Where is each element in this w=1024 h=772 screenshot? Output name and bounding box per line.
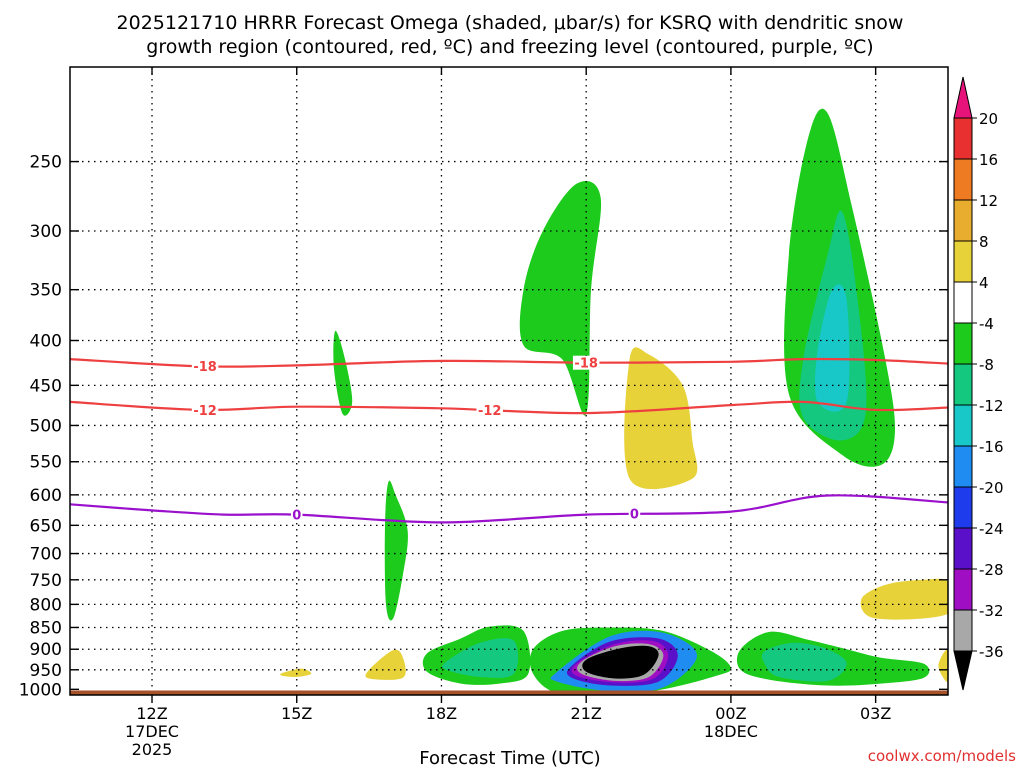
surface-band [70,690,948,695]
colorbar-label: 16 [979,151,998,169]
colorbar-label: -16 [979,438,1004,456]
colorbar-label: 20 [979,110,998,128]
colorbar-label: -24 [979,520,1004,538]
x-tick-label: 2025 [132,740,173,759]
omega-region [860,578,948,620]
x-tick-label: 17DEC [125,722,179,741]
y-tick-label: 750 [30,571,62,591]
colorbar-label: -8 [979,356,994,374]
y-tick-label: 700 [30,545,62,565]
x-tick-label: 00Z [715,704,746,723]
contour-line [70,357,948,368]
omega-region [365,649,406,680]
colorbar-segment [953,240,973,283]
plot-area: -18 -18 -12 -12 0 0 [70,67,948,695]
colorbar-label: 4 [979,274,989,292]
plot-clip-group: -18 -18 -12 -12 0 0 [70,67,948,695]
colorbar-label: -4 [979,315,994,333]
colorbar-label: -28 [979,561,1004,579]
x-tick-label: 21Z [571,704,602,723]
contour-label: -18 [574,357,598,372]
omega-region [582,645,659,679]
y-tick-label: 450 [30,376,62,396]
colorbar-segment [953,404,973,447]
colorbar-label: 12 [979,192,998,210]
contour-label: 0 [630,508,639,523]
y-tick-label: 650 [30,516,62,536]
x-tick-label: 03Z [860,704,891,723]
y-tick-label: 350 [30,281,62,301]
colorbar-segment [953,322,973,365]
contour-label-bg [290,507,303,522]
colorbar-top-arrow [953,76,973,119]
credit-text: coolwx.com/models [868,747,1016,765]
colorbar-label: -32 [979,602,1004,620]
x-tick-label: 15Z [281,704,312,723]
y-tick-label: 400 [30,332,62,352]
y-tick-label: 1000 [19,680,62,700]
contour-label: -12 [478,404,502,419]
contour-label-bg [572,355,600,370]
omega-region [280,668,312,678]
y-tick-label: 550 [30,453,62,473]
colorbar-segment [953,158,973,201]
contour-label-bg [191,402,219,417]
y-tick-label: 250 [30,153,62,173]
y-tick-label: 600 [30,486,62,506]
colorbar-segment [953,568,973,611]
colorbar: 20 16 12 8 4 -4 -8 -12 -16 -20 -24 -28 -32 -36 [953,76,1004,691]
omega-region [384,480,408,621]
contour-line [70,494,948,524]
omega-region [624,347,698,490]
colorbar-segment [953,527,973,570]
y-tick-label: 850 [30,618,62,638]
x-tick-label: 18DEC [704,722,758,741]
contour-label-bg [476,402,503,417]
y-tick-label: 950 [30,661,62,681]
chart-title-line2: growth region (contoured, red, ºC) and f… [146,36,873,58]
contour-label: 0 [292,509,301,524]
y-tick-label: 800 [30,595,62,615]
y-tick-label: 300 [30,222,62,242]
colorbar-label: -12 [979,397,1004,415]
omega-region [519,181,602,416]
omega-region [814,284,850,412]
chart-title-line1: 2025121710 HRRR Forecast Omega (shaded, … [117,12,904,34]
axes: 2503003504004505005506006507007508008509… [19,66,949,759]
colorbar-bottom-arrow [953,650,973,691]
colorbar-label: 8 [979,233,989,251]
contour-label: -18 [193,360,217,375]
omega-region [442,638,519,678]
omega-region [333,330,353,416]
contour-label-bg [628,506,641,521]
colorbar-segment [953,117,973,160]
x-tick-label: 12Z [136,704,167,723]
omega-region [938,648,948,682]
y-tick-label: 900 [30,640,62,660]
omega-region [761,642,847,682]
y-tick-label: 500 [30,416,62,436]
colorbar-segment [953,281,973,324]
colorbar-segment [953,609,973,652]
x-tick-label: 18Z [426,704,457,723]
contour-label-bg [191,359,219,374]
colorbar-segment [953,445,973,488]
colorbar-segment [953,363,973,406]
colorbar-segment [953,486,973,529]
colorbar-label: -36 [979,643,1004,661]
colorbar-label: -20 [979,479,1004,497]
contour-label: -12 [193,404,217,419]
x-axis-label: Forecast Time (UTC) [419,748,600,768]
plot-frame [69,66,949,696]
colorbar-segment [953,199,973,242]
contour-line [70,400,948,415]
